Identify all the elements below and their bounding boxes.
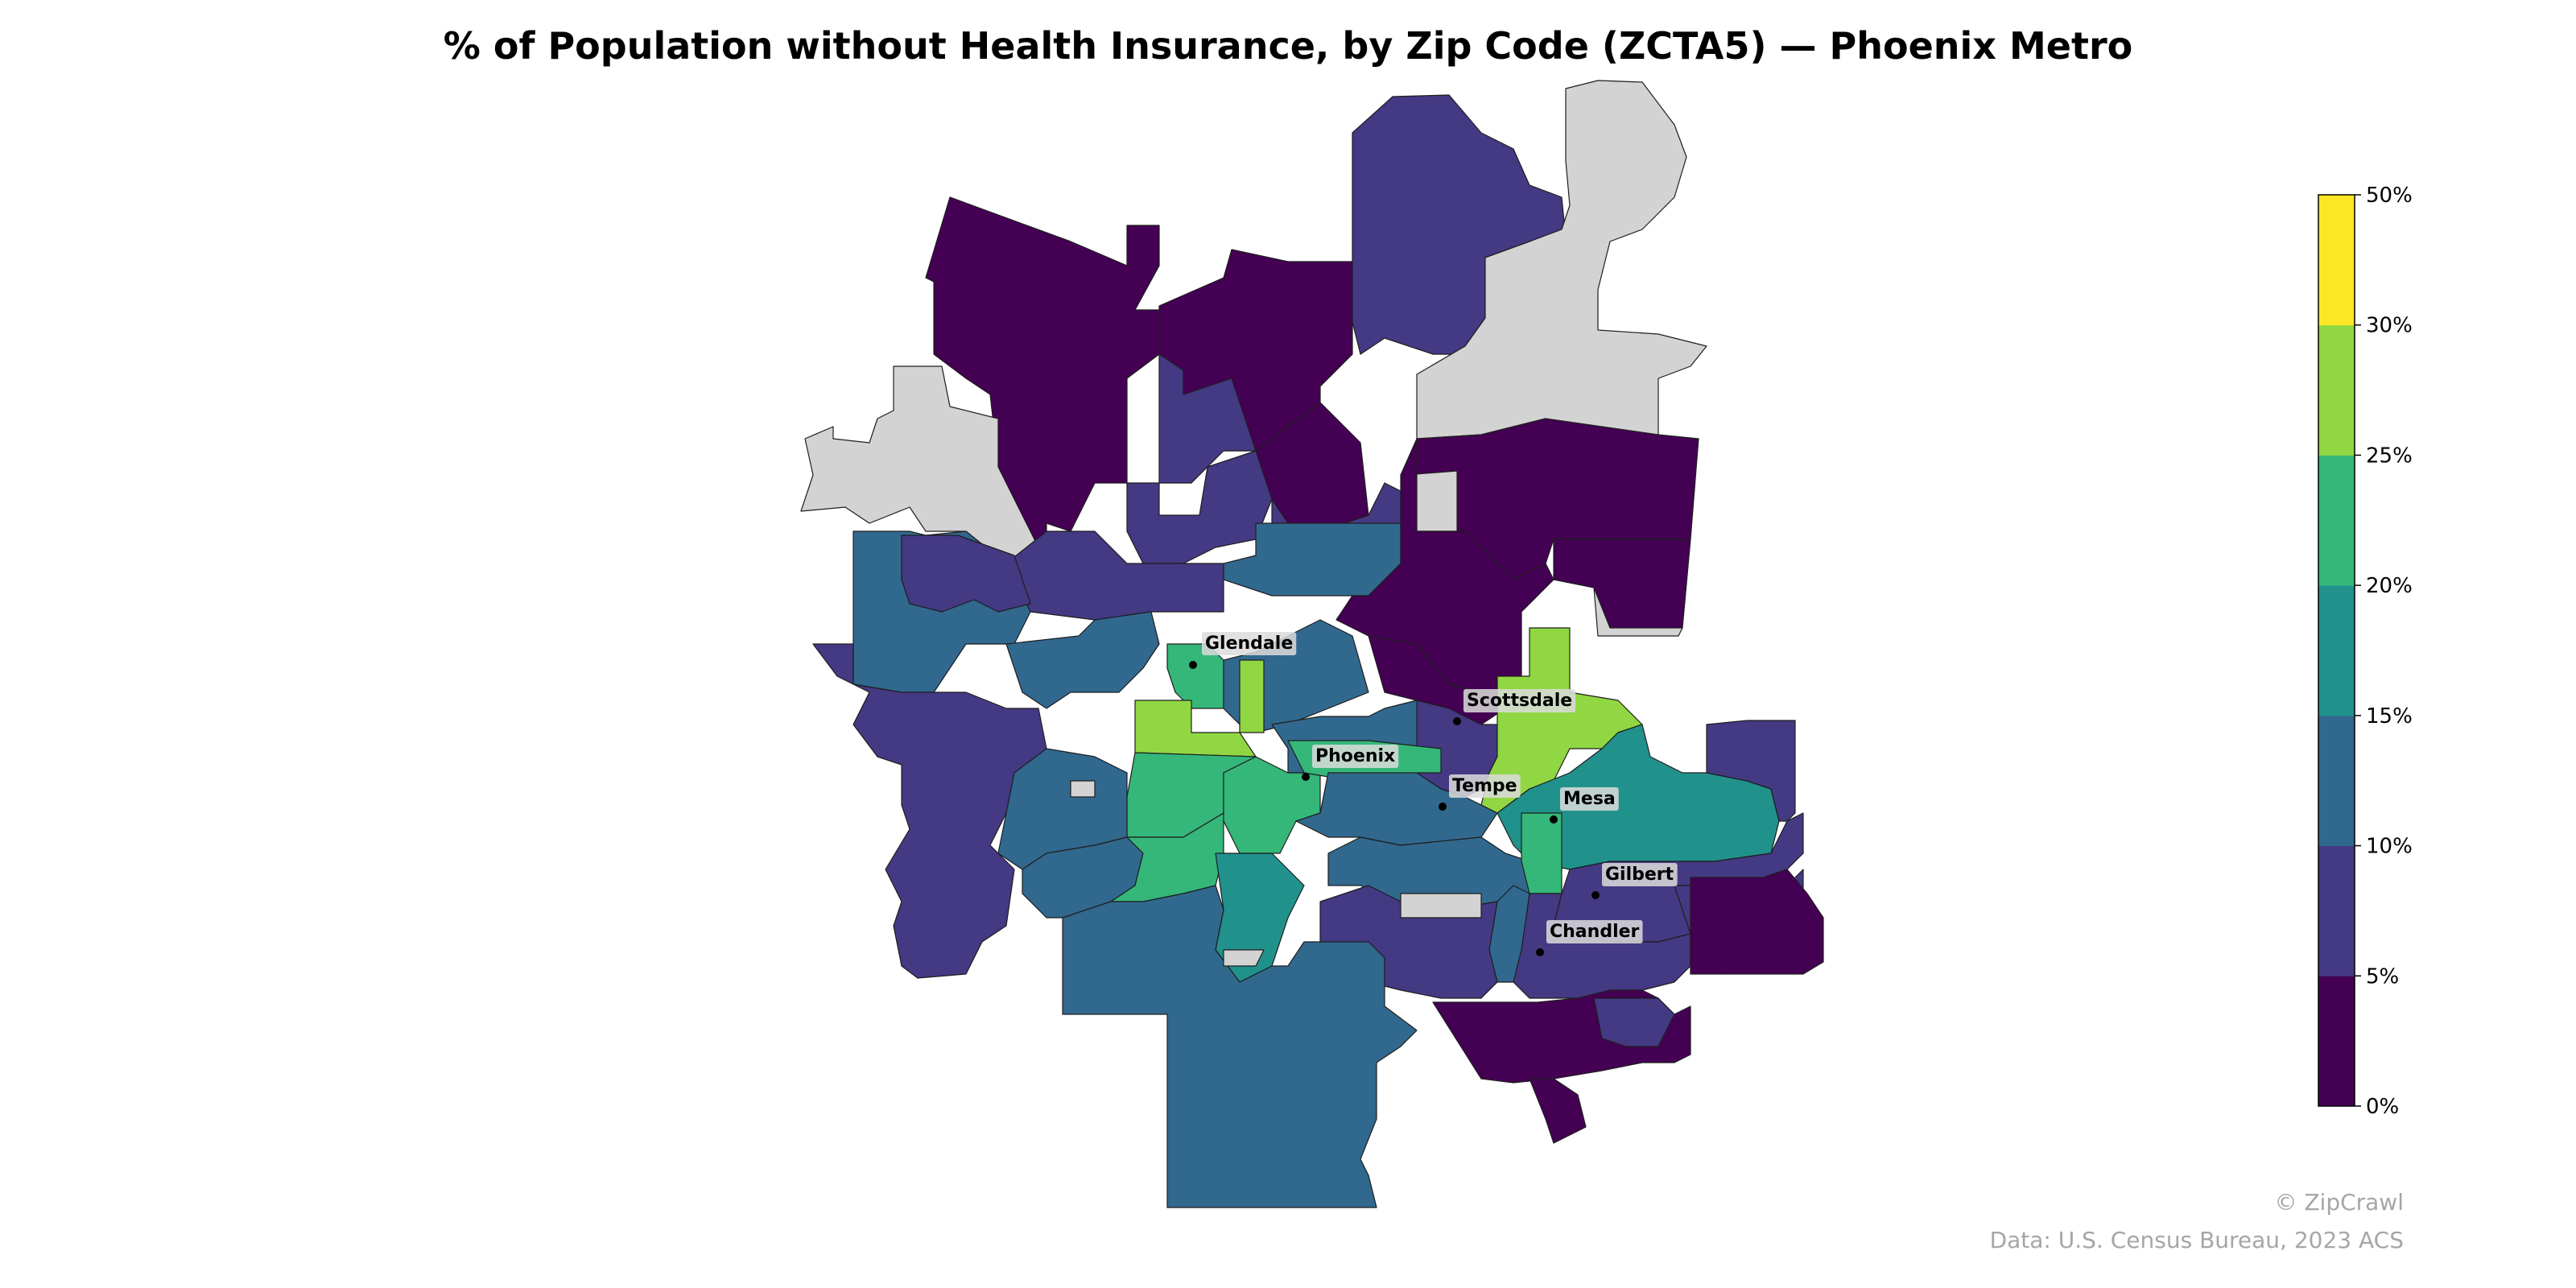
zip-region-fountain-hills	[1553, 539, 1691, 629]
zip-region-hole-south	[1400, 893, 1482, 919]
city-dot	[1439, 803, 1447, 811]
city-markers: Glendale Scottsdale Phoenix Tempe Mesa Gilber…	[1189, 632, 1678, 956]
city-dot	[1453, 717, 1461, 725]
city-label-box	[1560, 787, 1619, 811]
colorbar-tick-label: 0%	[2366, 1095, 2399, 1119]
city-dot	[1591, 891, 1600, 899]
colorbar-tick-label: 5%	[2366, 964, 2399, 989]
zip-code-regions	[800, 80, 1824, 1208]
map-title: % of Population without Health Insurance…	[443, 24, 2133, 68]
city-dot	[1550, 815, 1558, 824]
colorbar-tick-label: 20%	[2366, 574, 2413, 598]
city-dot	[1189, 661, 1197, 669]
colorbar-frame	[2318, 194, 2355, 1107]
city-label-box	[1602, 863, 1678, 886]
city-name-label: Chandler	[1550, 922, 1640, 942]
colorbar-legend: 0% 5% 10% 15% 20% 25% 30% 50%	[2318, 184, 2413, 1119]
colorbar-segment	[2318, 195, 2355, 326]
city-name-label: Glendale	[1205, 634, 1293, 654]
city-marker-scottsdale: Scottsdale	[1453, 689, 1576, 725]
colorbar-tick-label: 25%	[2366, 444, 2413, 468]
colorbar-tick-label: 15%	[2366, 704, 2413, 729]
zip-region-hole-southwest	[1223, 949, 1265, 967]
zip-region-ne-mountains	[1416, 80, 1707, 440]
zip-region-mesa-green	[1521, 812, 1563, 894]
zip-region-central-strip	[1239, 659, 1265, 733]
zip-region-deer-valley	[1223, 522, 1402, 597]
zip-region-queen-creek	[1690, 869, 1824, 975]
colorbar-segment	[2318, 324, 2355, 456]
zip-region-paradise-valley	[1335, 438, 1554, 701]
city-dot	[1302, 773, 1310, 781]
city-label-box	[1463, 689, 1576, 712]
colorbar-segment	[2318, 845, 2355, 976]
colorbar-segment	[2318, 715, 2355, 847]
zip-region-peoria-a	[901, 535, 1031, 613]
city-label-box	[1312, 745, 1399, 768]
city-name-label: Mesa	[1563, 789, 1616, 809]
zip-region-fort-mcdowell	[1593, 587, 1683, 637]
zip-region-west-glendale	[1005, 611, 1160, 709]
city-name-label: Gilbert	[1605, 865, 1674, 885]
city-name-label: Phoenix	[1315, 746, 1395, 766]
city-marker-chandler: Chandler	[1536, 920, 1643, 956]
colorbar-tick-label: 30%	[2366, 314, 2413, 338]
colorbar-segment	[2318, 976, 2355, 1107]
city-marker-glendale: Glendale	[1189, 632, 1297, 669]
zip-region-nw-unincorporated	[800, 365, 1047, 564]
zip-region-hole-west	[1070, 780, 1096, 798]
colorbar-segment	[2318, 455, 2355, 586]
city-label-box	[1449, 774, 1521, 798]
city-name-label: Scottsdale	[1467, 691, 1572, 711]
brand-credit: © ZipCrawl	[2274, 1189, 2404, 1216]
city-label-box	[1202, 632, 1297, 655]
city-marker-mesa: Mesa	[1550, 787, 1619, 824]
zip-region-sun-lakes	[1529, 1078, 1587, 1144]
zip-region-gila-river	[1062, 885, 1418, 1208]
zip-region-north-peoria	[925, 196, 1160, 564]
city-marker-tempe: Tempe	[1439, 774, 1521, 811]
colorbar-segment	[2318, 585, 2355, 716]
city-marker-phoenix: Phoenix	[1302, 745, 1399, 781]
colorbar-tick-label: 50%	[2366, 184, 2413, 208]
colorbar-tick-label: 10%	[2366, 835, 2413, 859]
zip-region-buckeye-goodyear	[812, 643, 1047, 979]
city-dot	[1536, 948, 1544, 956]
city-marker-gilbert: Gilbert	[1591, 863, 1678, 899]
city-name-label: Tempe	[1452, 776, 1517, 796]
zip-region-gilbert-south	[1593, 997, 1675, 1047]
data-source-credit: Data: U.S. Census Bureau, 2023 ACS	[1989, 1227, 2404, 1253]
city-label-box	[1546, 920, 1643, 943]
